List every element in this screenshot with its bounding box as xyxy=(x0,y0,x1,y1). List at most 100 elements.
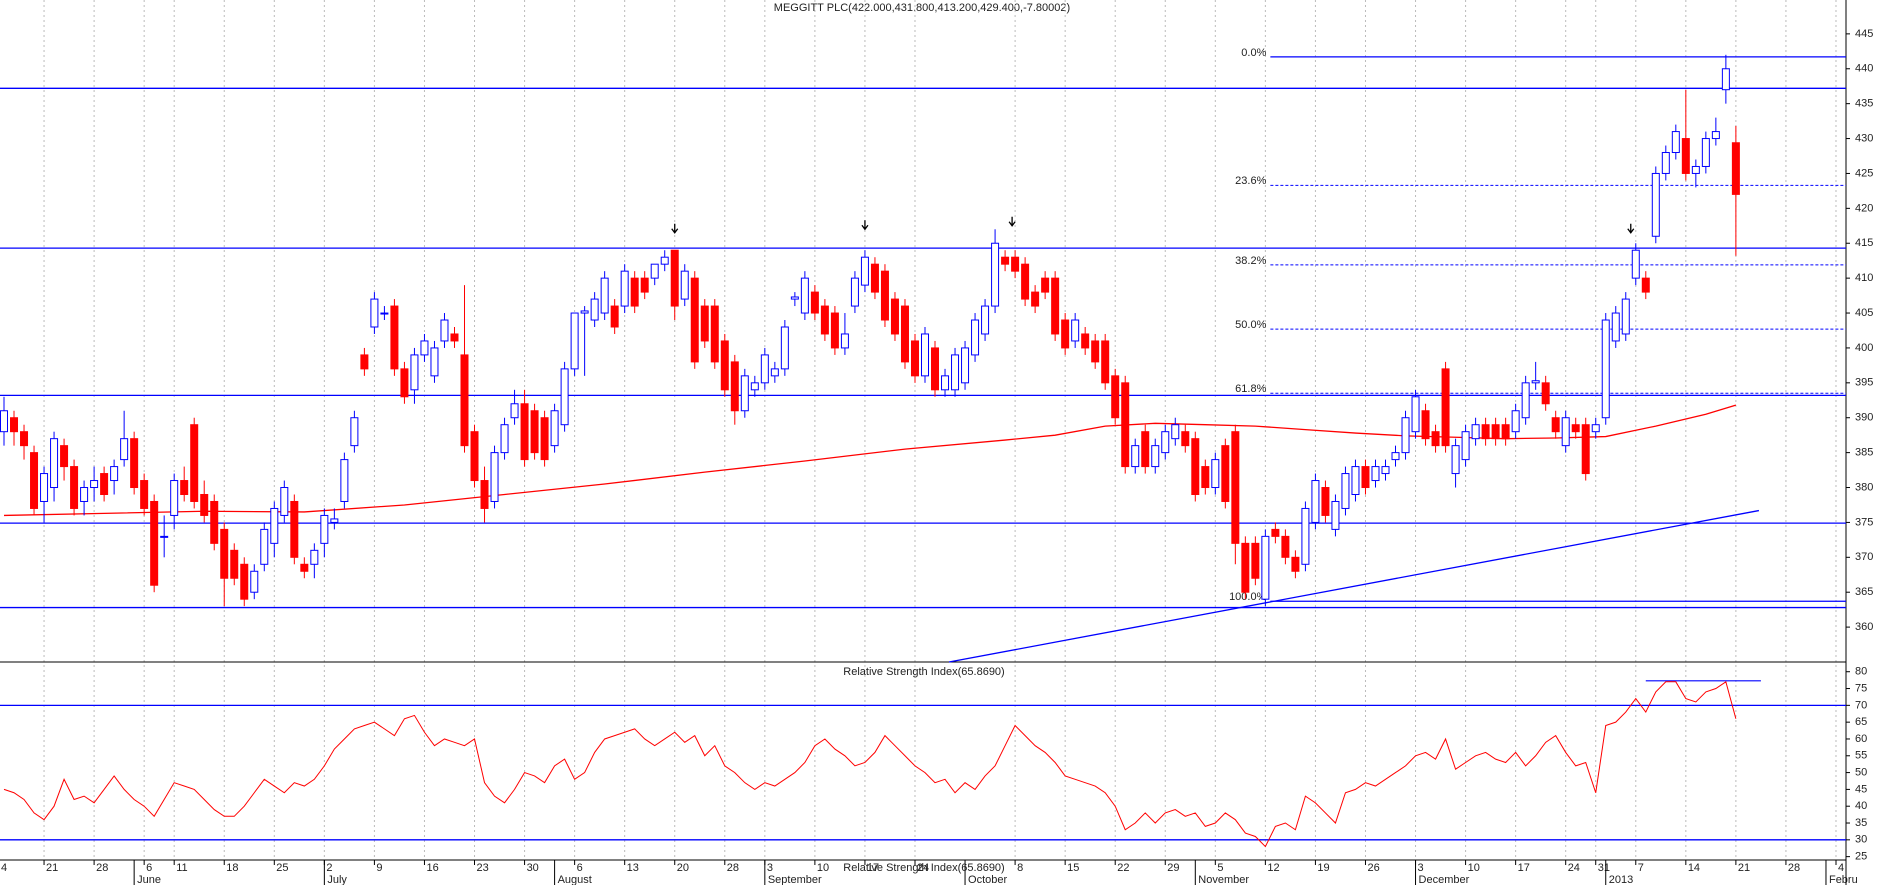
x-tick-label: 12 xyxy=(1267,862,1279,874)
x-tick-label: 28 xyxy=(727,862,739,874)
candle-body xyxy=(310,549,319,565)
fib-label: 50.0% xyxy=(1235,319,1266,331)
candle-body xyxy=(1521,382,1530,419)
candle-body xyxy=(1221,445,1230,502)
candle-body xyxy=(880,270,889,321)
x-tick-label: 31 xyxy=(1598,862,1610,874)
candle-body xyxy=(700,305,709,342)
candle-body xyxy=(150,500,159,586)
rsi-line xyxy=(3,681,1737,848)
candle-body xyxy=(1181,431,1190,447)
fib-label: 100.0% xyxy=(1229,591,1267,603)
candle-body xyxy=(670,249,679,307)
candle-body xyxy=(10,417,19,433)
x-tick-label: 28 xyxy=(96,862,108,874)
candle-body xyxy=(910,340,919,377)
signal-arrow xyxy=(861,220,869,231)
rsi-y-tick-label: 35 xyxy=(1855,817,1867,829)
candle-body xyxy=(20,431,29,447)
candle-body xyxy=(1641,277,1650,293)
candle-body xyxy=(370,298,379,328)
candle-body xyxy=(830,312,839,349)
candle-body xyxy=(1491,424,1500,440)
candle-body xyxy=(410,354,419,391)
candle-body xyxy=(1001,256,1010,265)
candle-body xyxy=(490,452,499,502)
candle-body xyxy=(270,507,279,544)
candle-body xyxy=(1251,542,1260,579)
x-tick-label: 17 xyxy=(1518,862,1530,874)
x-tick-label: 8 xyxy=(1017,862,1023,874)
candle-body xyxy=(1581,424,1590,475)
candle-body xyxy=(340,459,349,502)
candle-body xyxy=(90,480,99,489)
rsi-y-tick-label: 45 xyxy=(1855,783,1867,795)
candle-body xyxy=(1301,507,1310,565)
x-tick-label: 9 xyxy=(376,862,382,874)
x-tick-label: 30 xyxy=(527,862,539,874)
month-label: June xyxy=(137,874,161,885)
candle-body xyxy=(1171,424,1180,440)
candle-body xyxy=(420,340,429,356)
x-tick-label: 10 xyxy=(1468,862,1480,874)
y-tick-label: 395 xyxy=(1855,377,1873,389)
rsi-y-tick-label: 40 xyxy=(1855,800,1867,812)
candle-body xyxy=(820,305,829,335)
candle-body xyxy=(1381,466,1390,475)
candle-body xyxy=(1441,368,1450,447)
y-tick-label: 370 xyxy=(1855,551,1873,563)
candle-body xyxy=(1311,480,1320,523)
candle-body xyxy=(1231,431,1240,544)
rsi-y-tick-label: 50 xyxy=(1855,766,1867,778)
x-tick-label: 23 xyxy=(477,862,489,874)
rsi-title: Relative Strength Index(65.8690) xyxy=(843,666,1004,678)
candle-body xyxy=(1111,375,1120,419)
candle-body xyxy=(1401,417,1410,454)
y-tick-label: 415 xyxy=(1855,237,1873,249)
candle-body xyxy=(180,480,189,495)
x-tick-label: 16 xyxy=(426,862,438,874)
moving-average xyxy=(3,404,1737,517)
candle-body xyxy=(460,354,469,447)
candle-body xyxy=(220,528,229,579)
x-tick-label: 20 xyxy=(677,862,689,874)
candle-body xyxy=(610,305,619,328)
candle-body xyxy=(1241,542,1250,593)
candle-body xyxy=(520,403,529,461)
candle-body xyxy=(1321,487,1330,516)
candle-body xyxy=(350,417,359,447)
candle-body xyxy=(991,242,1000,307)
x-tick-label: 21 xyxy=(1738,862,1750,874)
candle-body xyxy=(570,312,579,370)
x-tick-label: 17 xyxy=(867,862,879,874)
candle-body xyxy=(1341,473,1350,509)
candle-body xyxy=(1071,319,1080,342)
y-tick-label: 360 xyxy=(1855,621,1873,633)
candle-body xyxy=(1691,165,1700,174)
x-tick-label: 13 xyxy=(627,862,639,874)
candle-body xyxy=(850,277,859,307)
candle-body xyxy=(931,347,940,391)
x-tick-label: 3 xyxy=(767,862,773,874)
candle-body xyxy=(1061,319,1070,349)
candle-body xyxy=(1661,152,1670,174)
candle-body xyxy=(290,500,299,558)
candle-body xyxy=(1631,249,1640,279)
candle-body xyxy=(1591,424,1600,433)
candle-body xyxy=(1611,312,1620,342)
candle-body xyxy=(1601,319,1610,419)
x-tick-label: 4 xyxy=(1838,862,1844,874)
candle-body xyxy=(530,410,539,454)
candle-body xyxy=(981,305,990,335)
candle-body xyxy=(660,256,669,265)
y-tick-label: 420 xyxy=(1855,202,1873,214)
candle-body xyxy=(320,514,329,544)
candle-body xyxy=(1541,382,1550,405)
candle-body xyxy=(630,277,639,307)
candle-body xyxy=(170,480,179,516)
candle-body xyxy=(730,361,739,412)
y-tick-label: 410 xyxy=(1855,272,1873,284)
candle-body xyxy=(360,354,369,370)
candle-body xyxy=(1201,466,1210,489)
candle-body xyxy=(110,466,119,482)
